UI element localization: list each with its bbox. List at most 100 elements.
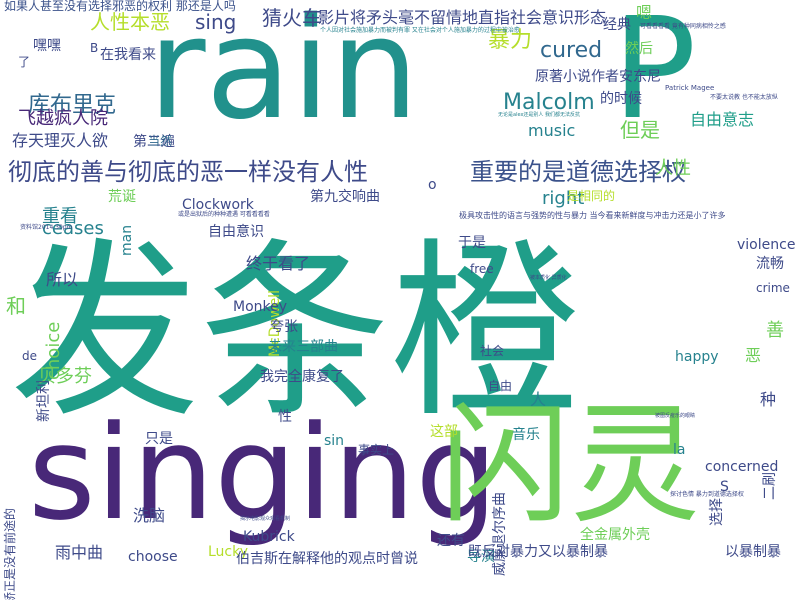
cloud-word: 未来三部曲: [268, 339, 338, 355]
cloud-word: 荒诞: [108, 189, 136, 205]
cloud-word: 夸张: [270, 319, 298, 335]
cloud-word: 探讨色情 暴力到道德选择权: [670, 491, 744, 498]
cloud-word: 或是出狱后的种种遭遇 可看看看看: [178, 211, 270, 218]
cloud-word: 第二遍: [133, 134, 175, 150]
cloud-word: 重看: [42, 206, 78, 227]
cloud-word: 发条橙: [10, 222, 581, 443]
cloud-word: 二刷: [762, 472, 778, 500]
cloud-word: 如果人甚至没有选择邪恶的权利 那还是人吗: [4, 0, 236, 13]
cloud-word: 不要太说教 也不能太放纵: [710, 94, 778, 101]
cloud-word: 恶: [745, 346, 762, 365]
cloud-word: 新坦利: [36, 380, 52, 422]
cloud-word: 所以: [46, 270, 79, 289]
cloud-word: Monkey: [233, 299, 288, 315]
cloud-word: 嗯: [636, 3, 653, 22]
cloud-word: 事实上: [358, 443, 395, 457]
cloud-word: ceases: [42, 218, 104, 239]
cloud-word: 人性本恶: [90, 10, 170, 34]
cloud-word: rain: [148, 0, 419, 151]
cloud-word: 自由意志: [690, 110, 755, 129]
cloud-word: 和: [6, 294, 26, 318]
cloud-word: 猜火车: [262, 6, 322, 30]
cloud-word: B: [90, 41, 99, 55]
cloud-word: 揭示电影观众观看机制: [240, 516, 291, 522]
cloud-word: 暴力: [488, 28, 533, 53]
cloud-word: 经典: [603, 17, 631, 33]
cloud-word: 于是: [458, 235, 486, 251]
cloud-word: de: [22, 349, 37, 363]
cloud-word: 重要的是道德选择权: [470, 158, 686, 186]
cloud-word: 流畅: [756, 256, 784, 272]
cloud-word: 人: [530, 390, 547, 409]
cloud-word: sin: [324, 433, 345, 449]
cloud-word: 在我看来: [100, 47, 156, 63]
cloud-word: Lucky: [208, 544, 249, 560]
cloud-word: 自由意识: [208, 224, 264, 240]
cloud-word: o: [428, 177, 437, 193]
cloud-word: 原著小说作者安东尼: [535, 69, 661, 85]
cloud-word: singing: [28, 397, 498, 549]
cloud-word: 种: [760, 390, 777, 409]
cloud-word: sing: [195, 10, 237, 34]
cloud-word: 只是: [145, 431, 173, 447]
cloud-word: free: [470, 262, 494, 276]
cloud-word: 终于看了: [246, 254, 311, 273]
cloud-word: 了: [18, 55, 31, 69]
cloud-word: violence: [737, 237, 796, 253]
cloud-word: crime: [756, 281, 790, 295]
cloud-word: 资料馆2014 30pm: [20, 224, 73, 231]
cloud-word: 行为矫正是没有前途的: [3, 507, 17, 600]
cloud-word: 还有: [437, 533, 465, 549]
cloud-word: cured: [540, 38, 603, 63]
cloud-word: 雨中曲: [55, 543, 104, 562]
cloud-word: 当然: [148, 134, 173, 148]
cloud-word: man: [119, 224, 135, 256]
cloud-word: Malcolm: [503, 90, 595, 115]
cloud-word: 音乐: [512, 427, 540, 443]
cloud-word: 既反对暴力又以暴制暴: [468, 544, 608, 560]
cloud-word: 的时候: [600, 91, 642, 107]
cloud-word: 是相同的: [567, 189, 616, 203]
cloud-word: Patrick Magee: [665, 84, 715, 92]
cloud-word: 自由: [488, 379, 513, 393]
cloud-word: 库布里克: [28, 93, 117, 118]
cloud-word: 被图反疫乐的眼睛: [655, 413, 696, 419]
cloud-word: 可看看看看 竟有种同病相怜之感: [640, 23, 726, 30]
cloud-word: happy: [675, 349, 719, 365]
cloud-word: 善: [766, 320, 784, 341]
cloud-word: 伯吉斯在解释他的观点时曾说: [236, 551, 418, 567]
cloud-word: 我完全康复了: [260, 369, 344, 385]
cloud-word: 威廉退尔序曲: [492, 492, 508, 576]
cloud-word: 这部: [430, 424, 458, 440]
cloud-word: 洗脑: [133, 506, 166, 525]
cloud-word: 人性: [655, 158, 691, 179]
cloud-word: 全金属外壳: [580, 527, 650, 543]
cloud-word: right: [542, 188, 585, 209]
cloud-word: 导演: [467, 549, 495, 565]
cloud-word: 被本质化 异质化: [530, 275, 567, 281]
cloud-word: la: [673, 442, 686, 458]
cloud-word: 极具攻击性的语言与强势的性与暴力 当今看来新鲜度与冲击力还是小了许多: [459, 211, 726, 220]
cloud-word: 社会: [480, 344, 505, 358]
cloud-word: 以暴制暴: [725, 544, 781, 560]
cloud-word: 选择: [709, 498, 725, 526]
cloud-word: 飞越疯人院: [18, 108, 108, 129]
cloud-word: 嘿嘿: [33, 38, 61, 54]
cloud-word: 性: [278, 409, 292, 425]
cloud-word: 影片将矛头毫不留情地直指社会意识形态: [318, 8, 607, 27]
cloud-word: 贝多芬: [38, 366, 92, 387]
cloud-word: 个人因对社会施加暴力而被判有罪 又在社会对个人施加暴力的过程中被治愈: [320, 27, 520, 34]
cloud-word: music: [528, 121, 576, 140]
cloud-word: choose: [128, 549, 178, 565]
cloud-word: 第九交响曲: [310, 189, 380, 205]
cloud-word: 然后: [625, 41, 653, 57]
cloud-word: concerned: [705, 459, 779, 475]
cloud-word: Kubrick: [243, 529, 295, 545]
cloud-word: 无论是alex还是别人 我们都无法反抗: [498, 112, 580, 118]
cloud-word: 闪灵: [440, 389, 701, 541]
cloud-word: S: [720, 479, 729, 495]
cloud-word: 彻底的善与彻底的恶一样没有人性: [8, 158, 368, 186]
cloud-word: 存天理灭人欲: [12, 131, 109, 150]
cloud-word: 但是: [620, 118, 660, 142]
